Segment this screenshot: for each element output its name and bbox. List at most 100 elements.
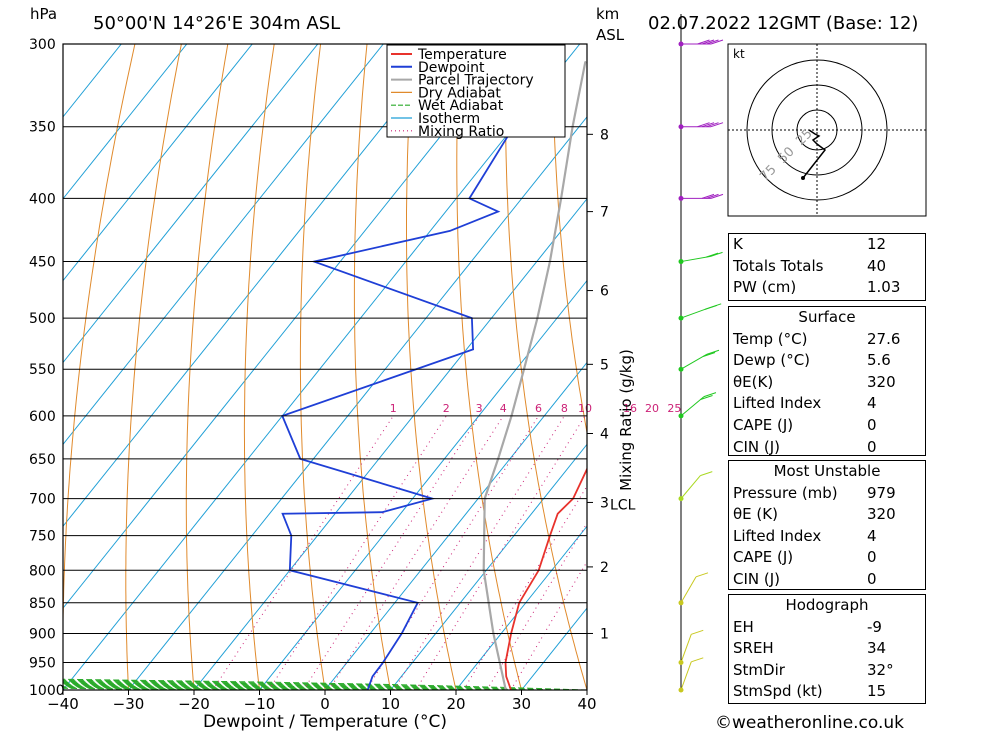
wind-barb-feather	[701, 122, 715, 128]
datetime-title: 02.07.2022 12GMT (Base: 12)	[648, 13, 918, 34]
temperature-profile-point	[651, 126, 652, 127]
wind-barb-feather	[710, 251, 723, 257]
temp-tick-label: 10	[381, 695, 400, 713]
temp-tick-label: −30	[113, 695, 145, 713]
dry-adiabat-line	[552, 44, 587, 436]
pressure-tick-label: 550	[29, 362, 56, 378]
hodograph-trace	[802, 129, 827, 179]
surface-value: 320	[867, 372, 896, 391]
km-tick-label: 3	[600, 495, 609, 511]
legend-entry: Dry Adiabat	[418, 85, 501, 101]
temp-tick-label: 30	[512, 695, 531, 713]
mixing-ratio-axis-label: Mixing Ratio (g/kg)	[617, 349, 635, 491]
wet-adiabat-line	[63, 680, 535, 690]
hodograph-box-value: -9	[867, 617, 882, 636]
wind-barb-feather	[710, 39, 724, 45]
mixing-ratio-line	[510, 560, 587, 690]
temperature-profile-point	[591, 458, 592, 459]
hodograph-box-row: StmDir 32°	[729, 660, 925, 682]
legend-box	[386, 44, 566, 138]
wind-barb-feather	[706, 349, 720, 355]
legend-entry: Temperature	[417, 47, 507, 63]
wet-adiabat-line	[63, 679, 561, 690]
wet-adiabat-line	[63, 681, 483, 690]
surface-row: CAPE (J) 0	[729, 415, 925, 437]
mixing-ratio-label: 10	[578, 402, 592, 415]
mixing-ratio-label: 25	[667, 402, 681, 415]
temp-tick-label: −10	[244, 695, 276, 713]
temperature-profile-point	[651, 261, 652, 262]
surface-value: 4	[867, 394, 877, 413]
most-unstable-label: Pressure (mb)	[733, 483, 838, 502]
most-unstable-value: 979	[867, 483, 896, 502]
index-label: Totals Totals	[733, 256, 824, 275]
mixing-ratio-line	[328, 415, 504, 690]
mixing-ratio-line	[212, 415, 394, 690]
dry-adiabat-line	[63, 44, 136, 690]
hodograph-box-value: 34	[867, 639, 887, 658]
most-unstable-label: CIN (J)	[733, 569, 781, 588]
wet-adiabat-line	[63, 678, 587, 690]
wind-barb-feather	[700, 471, 713, 477]
asl-label: ASL	[596, 26, 625, 44]
isotherm-line	[128, 116, 587, 690]
isotherm-line	[63, 44, 319, 364]
hodograph-unit-label: kt	[733, 47, 745, 61]
hodograph-box-value: 15	[867, 682, 887, 701]
surface-row: Dewp (°C) 5.6	[729, 350, 925, 372]
dry-adiabat-line	[243, 44, 275, 690]
dry-adiabat-line	[971, 44, 1000, 690]
pressure-tick-label: 450	[29, 255, 56, 271]
hodograph-box-label: SREH	[733, 639, 774, 658]
most-unstable-row: θE (K) 320	[729, 504, 925, 526]
isotherm-line	[193, 197, 587, 690]
index-value: 40	[867, 256, 887, 275]
hodograph-storm-dot	[801, 176, 805, 180]
temperature-profile-point	[557, 513, 559, 515]
dewpoint-profile-point	[381, 511, 383, 513]
temp-tick-label: −20	[178, 695, 210, 713]
wind-barb-staff	[680, 475, 701, 499]
indices-box: K 12 Totals Totals 40 PW (cm) 1.03	[728, 233, 926, 301]
wind-barb-feather	[702, 352, 716, 357]
mixing-ratio-label: 6	[535, 402, 542, 415]
most-unstable-value: 0	[867, 548, 877, 567]
wind-barb-feather	[706, 193, 719, 199]
pressure-tick-label: 1000	[29, 683, 65, 699]
mixing-ratio-label: 8	[561, 402, 568, 415]
km-tick-label: 8	[600, 127, 609, 143]
pressure-tick-label: 900	[29, 626, 56, 642]
surface-label: Dewp (°C)	[733, 351, 811, 370]
wind-barb-feather	[701, 193, 715, 199]
isotherm-line	[324, 361, 587, 690]
most-unstable-label: θE (K)	[733, 505, 778, 524]
dewpoint-profile-point	[449, 230, 451, 232]
most-unstable-title: Most Unstable	[773, 462, 881, 480]
surface-label: CAPE (J)	[733, 415, 794, 434]
dewpoint-profile-point	[282, 513, 284, 515]
legend-entry: Parcel Trajectory	[418, 73, 534, 89]
wind-barb-staff	[680, 255, 711, 263]
most-unstable-value: 0	[867, 569, 877, 588]
temperature-profile-point	[606, 415, 607, 416]
plot-frame	[62, 43, 588, 691]
most-unstable-row: CAPE (J) 0	[729, 547, 925, 569]
surface-box: Surface Temp (°C) 27.6 Dewp (°C) 5.6 θE(K) 32…	[728, 306, 926, 456]
temp-tick-label: 20	[446, 695, 465, 713]
pressure-tick-label: 850	[29, 596, 56, 612]
dry-adiabat-line	[406, 44, 457, 690]
temp-tick-label: 40	[577, 695, 596, 713]
km-tick-label: 4	[600, 427, 609, 443]
isotherm-line	[455, 525, 587, 690]
hodograph-box-row: StmSpd (kt) 15	[729, 681, 925, 703]
wind-barb-feather	[710, 122, 724, 128]
temperature-profile-point	[648, 43, 649, 44]
mixing-ratio-label: 1	[390, 402, 397, 415]
km-tick-label: 2	[600, 560, 609, 576]
mixing-ratio-label: 16	[623, 402, 637, 415]
hodograph-box-value: 32°	[867, 660, 894, 679]
temperature-profile-point	[659, 198, 660, 199]
pressure-tick-label: 600	[29, 409, 56, 425]
surface-label: Temp (°C)	[733, 329, 808, 348]
surface-value: 27.6	[867, 329, 901, 348]
